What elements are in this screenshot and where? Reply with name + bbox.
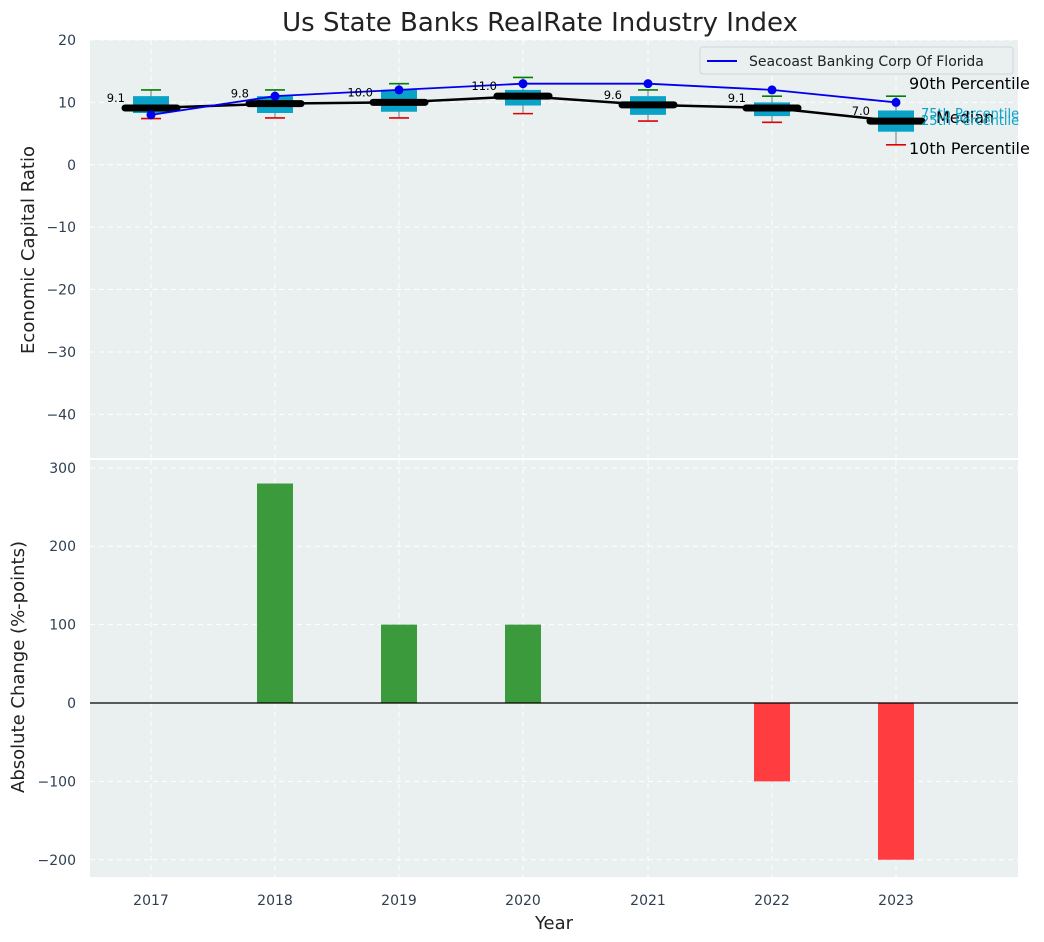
top-y-tick-label: −20 (46, 283, 76, 299)
company-point (891, 97, 901, 107)
top-plot-area (90, 40, 1018, 458)
change-bar (257, 483, 293, 703)
company-point (767, 85, 777, 95)
median-value-label: 7.0 (852, 104, 870, 118)
median-annotation: Median (936, 108, 994, 127)
median-value-label: 9.1 (728, 91, 746, 105)
p10-annotation: 10th Percentile (909, 139, 1030, 158)
change-bar (505, 624, 541, 703)
median-value-label: 9.1 (107, 91, 125, 105)
bottom-y-tick-label: −200 (38, 853, 76, 869)
top-y-tick-label: 10 (58, 95, 76, 111)
bottom-y-tick-label: 100 (49, 618, 76, 634)
top-y-tick-labels: 20 10 0 −10 −20 −30 −40 (46, 33, 76, 423)
p75-annotation: 75th Percentile (921, 107, 1019, 122)
top-y-tick-label: −30 (46, 345, 76, 361)
median-line (150, 94, 897, 123)
bottom-chart-content (90, 483, 1018, 860)
x-tick-label: 2017 (133, 893, 169, 909)
company-point (394, 85, 404, 95)
company-point (643, 79, 653, 89)
bottom-y-tick-label: 300 (49, 461, 76, 477)
x-tick-labels: 2017 2018 2019 2020 2021 2022 2023 (133, 893, 914, 909)
top-y-tick-label: 20 (58, 33, 76, 49)
legend-box (699, 46, 1014, 75)
x-tick-label: 2021 (630, 893, 666, 909)
top-y-tick-label: −10 (46, 220, 76, 236)
bottom-y-tick-labels: 300 200 100 0 −100 −200 (38, 461, 76, 869)
p90-annotation: 90th Percentile (909, 74, 1030, 93)
median-value-label: 9.6 (604, 88, 622, 102)
top-y-tick-label: −40 (46, 407, 76, 423)
top-y-tick-label: 0 (67, 158, 76, 174)
bottom-y-axis-label: Absolute Change (%-points) (8, 541, 29, 793)
x-tick-label: 2019 (381, 893, 417, 909)
change-bar (754, 702, 790, 782)
top-chart-content: 9.1 9.8 10.0 11.0 9.6 9.1 7.0 (107, 76, 926, 146)
chart-title: Us State Banks RealRate Industry Index (282, 8, 798, 38)
median-value-label: 10.0 (347, 85, 373, 99)
top-y-axis-label: Economic Capital Ratio (18, 146, 39, 354)
company-point (518, 79, 528, 89)
bottom-y-tick-label: −100 (38, 774, 76, 790)
median-value-label: 9.8 (231, 87, 249, 101)
legend-label: Seacoast Banking Corp Of Florida (749, 54, 984, 70)
bottom-y-tick-label: 200 (49, 539, 76, 555)
change-bar (878, 702, 914, 860)
x-tick-label: 2023 (878, 893, 914, 909)
company-point (270, 91, 280, 101)
change-bar (381, 624, 417, 703)
company-point (146, 110, 156, 120)
median-value-label: 11.0 (471, 79, 497, 93)
top-gridlines (90, 39, 1018, 458)
x-axis-label: Year (534, 913, 574, 934)
bottom-plot-area (90, 460, 1018, 877)
x-tick-label: 2020 (505, 893, 541, 909)
p25-annotation: 25th Percentile (921, 114, 1019, 129)
x-tick-label: 2022 (754, 893, 790, 909)
x-tick-label: 2018 (257, 893, 293, 909)
legend: Seacoast Banking Corp Of Florida (699, 46, 1014, 75)
percentile-annotations: 90th Percentile 75th Percentile Median 2… (909, 74, 1030, 158)
bottom-y-tick-label: 0 (67, 696, 76, 712)
